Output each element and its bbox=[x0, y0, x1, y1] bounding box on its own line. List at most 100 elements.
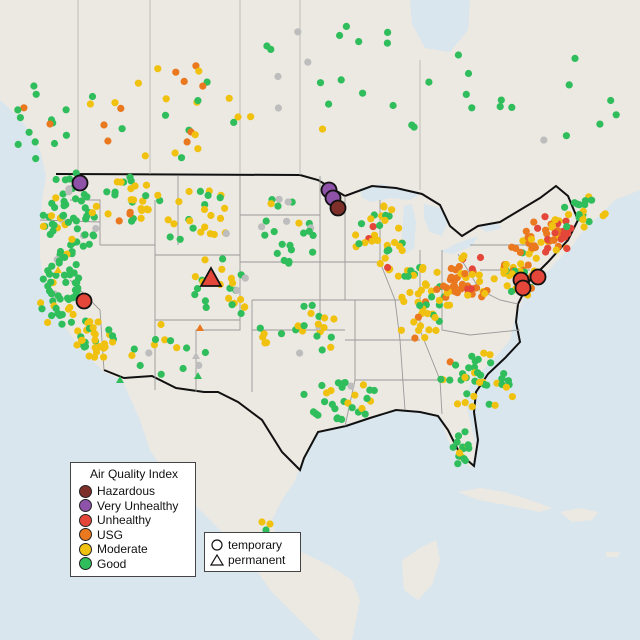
site-marker bbox=[508, 243, 516, 251]
yucatan bbox=[402, 540, 440, 600]
site-marker bbox=[458, 255, 466, 263]
site-marker bbox=[468, 265, 476, 273]
site-marker bbox=[39, 222, 48, 230]
site-marker bbox=[194, 145, 202, 153]
site-marker bbox=[52, 194, 60, 202]
site-marker bbox=[366, 386, 374, 394]
site-marker bbox=[454, 460, 462, 468]
site-marker bbox=[162, 95, 170, 103]
site-marker bbox=[127, 185, 135, 193]
site-marker bbox=[50, 139, 59, 148]
site-marker bbox=[100, 121, 108, 129]
site-marker bbox=[445, 301, 454, 309]
site-marker bbox=[351, 391, 359, 399]
site-marker bbox=[65, 295, 73, 304]
site-marker bbox=[161, 111, 170, 119]
site-marker bbox=[431, 313, 439, 322]
site-marker bbox=[91, 336, 99, 344]
site-marker bbox=[218, 265, 226, 273]
site-marker bbox=[477, 371, 485, 379]
site-marker bbox=[16, 114, 24, 122]
site-marker bbox=[612, 111, 620, 119]
site-marker bbox=[502, 383, 510, 391]
site-marker bbox=[468, 104, 476, 112]
site-marker bbox=[79, 242, 87, 250]
site-marker bbox=[461, 456, 469, 465]
site-marker bbox=[381, 254, 389, 262]
site-marker bbox=[480, 349, 488, 357]
lake-michigan bbox=[402, 204, 416, 254]
site-marker bbox=[161, 336, 169, 344]
site-marker bbox=[564, 211, 573, 219]
site-marker bbox=[496, 103, 504, 111]
site-marker bbox=[524, 261, 532, 269]
gulf-of-mexico bbox=[280, 411, 476, 590]
legend-label: Very Unhealthy bbox=[97, 498, 179, 513]
site-marker bbox=[14, 140, 22, 148]
site-marker bbox=[20, 104, 28, 112]
site-marker bbox=[352, 231, 360, 239]
site-marker bbox=[134, 79, 142, 87]
site-marker bbox=[202, 303, 210, 311]
site-marker bbox=[144, 206, 152, 214]
site-marker bbox=[154, 65, 162, 73]
site-marker bbox=[61, 253, 69, 261]
site-marker bbox=[274, 104, 282, 112]
site-marker bbox=[262, 217, 270, 225]
site-marker bbox=[321, 398, 329, 406]
legend-item-temporary: temporary bbox=[210, 538, 296, 553]
site-marker bbox=[55, 257, 63, 265]
site-marker bbox=[195, 361, 203, 369]
site-marker bbox=[427, 287, 435, 295]
site-marker bbox=[571, 54, 579, 63]
site-marker bbox=[585, 218, 593, 226]
site-marker bbox=[233, 286, 241, 294]
site-marker bbox=[383, 247, 391, 255]
site-marker bbox=[452, 266, 460, 274]
site-marker bbox=[31, 138, 39, 146]
site-marker bbox=[397, 326, 405, 334]
site-marker bbox=[475, 271, 483, 279]
site-marker bbox=[39, 211, 47, 219]
site-marker bbox=[48, 262, 56, 270]
site-marker bbox=[394, 272, 402, 280]
site-marker bbox=[414, 313, 422, 321]
aqi-legend-title: Air Quality Index bbox=[89, 467, 179, 481]
site-marker bbox=[361, 239, 369, 247]
site-marker bbox=[83, 212, 91, 220]
site-marker bbox=[183, 138, 191, 146]
site-marker bbox=[406, 288, 414, 297]
site-marker bbox=[295, 219, 303, 227]
site-marker bbox=[435, 296, 443, 304]
site-marker bbox=[607, 96, 615, 105]
site-marker bbox=[175, 198, 183, 206]
site-marker bbox=[197, 228, 205, 236]
hudson-bay bbox=[410, 0, 470, 52]
site-marker bbox=[234, 113, 242, 121]
site-marker bbox=[342, 22, 350, 30]
hazardous-swatch-icon bbox=[79, 484, 92, 498]
site-marker bbox=[318, 125, 327, 133]
site-marker bbox=[516, 248, 525, 256]
site-marker bbox=[267, 45, 275, 54]
site-marker bbox=[316, 79, 325, 87]
site-marker bbox=[411, 334, 419, 342]
site-marker bbox=[419, 264, 427, 272]
site-marker bbox=[358, 404, 366, 413]
site-marker bbox=[47, 212, 56, 220]
site-marker bbox=[565, 81, 573, 89]
large-site-marker bbox=[514, 279, 532, 297]
site-marker bbox=[432, 326, 440, 335]
site-marker bbox=[442, 284, 450, 292]
site-marker bbox=[273, 249, 281, 257]
legend-item-hazardous: Hazardous bbox=[79, 484, 189, 499]
site-marker bbox=[52, 271, 60, 279]
site-marker bbox=[14, 106, 22, 114]
site-marker bbox=[359, 381, 367, 389]
site-marker bbox=[449, 443, 457, 451]
site-marker bbox=[201, 256, 209, 264]
site-marker bbox=[323, 389, 331, 397]
site-marker bbox=[85, 240, 93, 248]
site-marker bbox=[433, 268, 441, 276]
site-marker bbox=[195, 67, 203, 75]
